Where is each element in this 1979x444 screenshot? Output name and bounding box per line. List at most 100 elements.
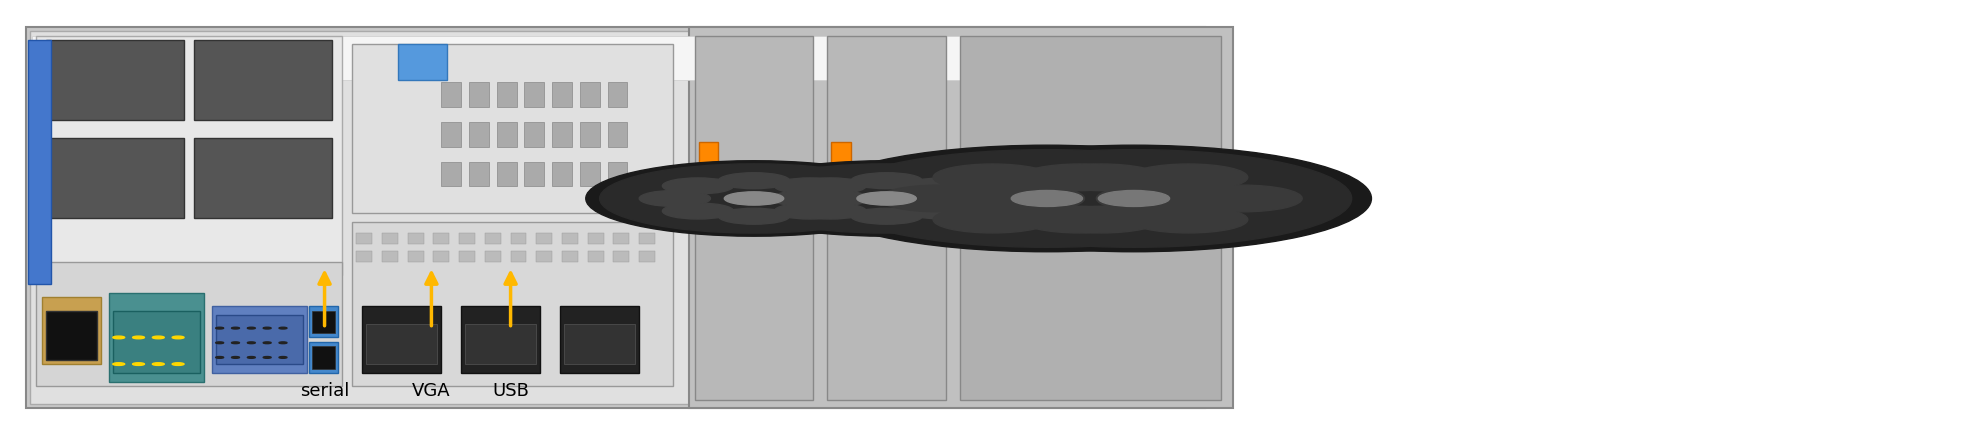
Bar [42, 297, 101, 364]
Bar [536, 233, 552, 244]
Bar [109, 293, 204, 382]
Circle shape [934, 206, 1053, 233]
Bar [497, 82, 517, 107]
Bar [639, 251, 655, 262]
Circle shape [216, 342, 224, 344]
Bar [562, 251, 578, 262]
Circle shape [232, 357, 239, 358]
Bar [960, 36, 1221, 400]
Circle shape [851, 173, 922, 189]
Circle shape [796, 178, 867, 194]
Bar [699, 142, 718, 231]
Bar [28, 40, 51, 284]
Bar [309, 306, 338, 337]
Bar [382, 251, 398, 262]
Bar [30, 31, 1201, 404]
Circle shape [966, 185, 1084, 212]
Bar [608, 122, 627, 147]
Circle shape [1043, 206, 1160, 233]
Circle shape [232, 327, 239, 329]
Circle shape [639, 190, 710, 206]
Circle shape [133, 336, 144, 339]
Bar [524, 162, 544, 186]
Bar [194, 40, 332, 120]
Text: serial: serial [301, 382, 348, 400]
Circle shape [232, 342, 239, 344]
Bar [433, 251, 449, 262]
Bar [356, 233, 372, 244]
Circle shape [113, 336, 125, 339]
Bar [441, 162, 461, 186]
Bar [639, 233, 655, 244]
Text: USB: USB [493, 382, 528, 400]
Circle shape [1043, 164, 1160, 190]
Circle shape [152, 363, 164, 365]
Bar [26, 27, 1205, 408]
Circle shape [279, 327, 287, 329]
Text: VGA: VGA [412, 382, 451, 400]
Bar [511, 233, 526, 244]
Bar [352, 222, 673, 386]
Bar [46, 138, 184, 218]
Bar [194, 138, 332, 218]
Circle shape [663, 178, 734, 194]
Bar [433, 233, 449, 244]
Bar [366, 324, 437, 364]
Circle shape [796, 203, 867, 219]
Circle shape [1021, 164, 1138, 190]
Bar [608, 82, 627, 107]
Bar [352, 44, 673, 213]
Circle shape [113, 363, 125, 365]
Bar [552, 82, 572, 107]
Circle shape [732, 164, 1041, 233]
Circle shape [1096, 185, 1215, 212]
Bar [459, 251, 475, 262]
Bar [382, 233, 398, 244]
Circle shape [279, 342, 287, 344]
Bar [562, 233, 578, 244]
Bar [497, 162, 517, 186]
Bar [560, 306, 639, 373]
Bar [827, 36, 946, 400]
Circle shape [172, 336, 184, 339]
Bar [459, 233, 475, 244]
Circle shape [663, 203, 734, 219]
Circle shape [906, 203, 978, 219]
Bar [408, 233, 424, 244]
Bar [398, 44, 447, 80]
Circle shape [1183, 185, 1302, 212]
Bar [465, 324, 536, 364]
Circle shape [600, 164, 908, 233]
Circle shape [1128, 164, 1247, 190]
Circle shape [586, 161, 922, 236]
Bar [608, 162, 627, 186]
Circle shape [216, 327, 224, 329]
Bar [362, 306, 441, 373]
Bar [613, 251, 629, 262]
Bar [36, 262, 342, 386]
Bar [216, 315, 303, 364]
Bar [580, 82, 600, 107]
Bar [536, 251, 552, 262]
Bar [461, 306, 540, 373]
Circle shape [724, 192, 784, 205]
Bar [32, 36, 1199, 80]
Circle shape [263, 357, 271, 358]
Bar [469, 122, 489, 147]
Circle shape [774, 178, 845, 194]
Bar [580, 162, 600, 186]
Bar [580, 122, 600, 147]
Circle shape [247, 357, 255, 358]
Bar [113, 311, 200, 373]
Circle shape [1019, 206, 1138, 233]
Circle shape [934, 164, 1053, 190]
Circle shape [718, 208, 790, 224]
Circle shape [829, 150, 1265, 247]
Circle shape [1098, 190, 1170, 206]
Circle shape [247, 342, 255, 344]
Circle shape [930, 190, 1001, 206]
Circle shape [879, 185, 997, 212]
Bar [441, 122, 461, 147]
Bar [613, 233, 629, 244]
Circle shape [1011, 190, 1083, 206]
